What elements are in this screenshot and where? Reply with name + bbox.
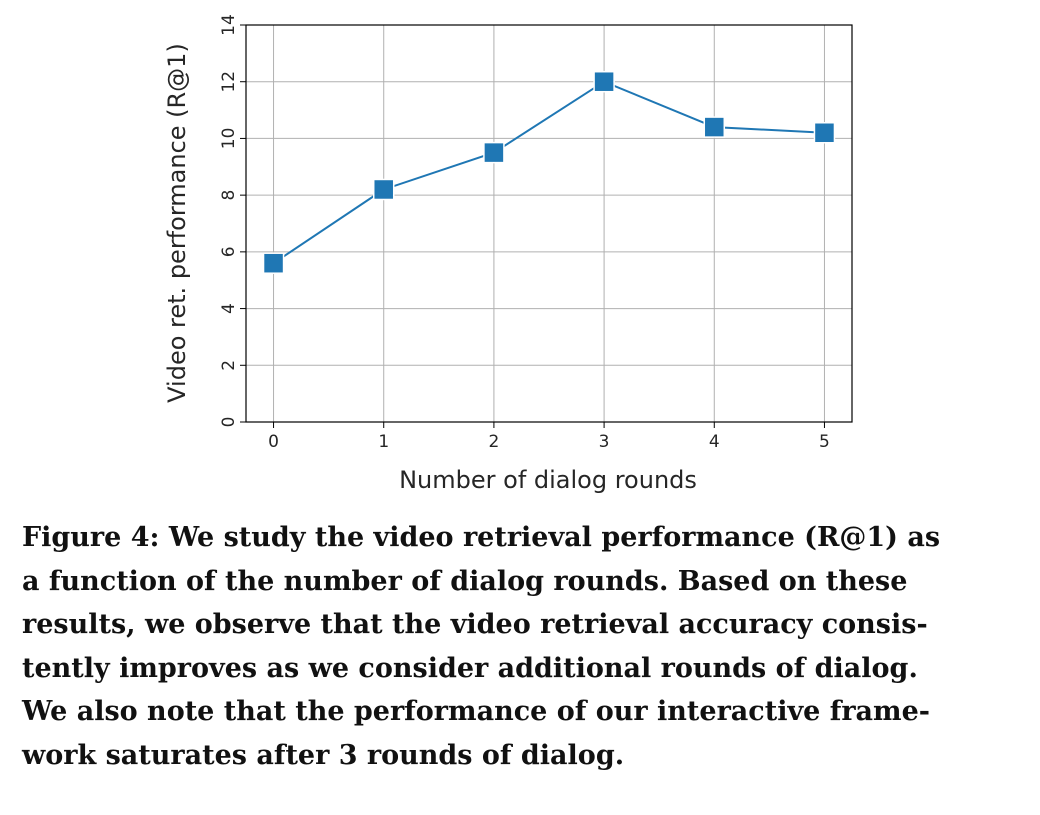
x-axis-label: Number of dialog rounds — [399, 466, 697, 494]
data-series — [262, 70, 836, 274]
data-point-marker — [483, 141, 505, 164]
y-tick-label: 12 — [219, 71, 239, 93]
data-point-marker — [703, 116, 726, 138]
x-tick-label: 2 — [488, 432, 499, 452]
y-tick-label: 14 — [219, 14, 239, 36]
x-tick-label: 1 — [378, 432, 389, 452]
y-tick-label: 0 — [219, 417, 239, 428]
data-point-marker — [593, 70, 615, 93]
y-tick-label: 8 — [219, 190, 239, 201]
x-tick-label: 5 — [819, 432, 830, 452]
x-tick-label: 0 — [268, 432, 279, 452]
series-line — [272, 80, 825, 265]
data-point-marker — [813, 122, 836, 144]
data-point-marker — [372, 178, 395, 201]
data-point-marker — [262, 252, 285, 274]
x-tick-label: 4 — [709, 432, 720, 452]
x-tick-label: 3 — [599, 432, 610, 452]
y-axis-label: Video ret. performance (R@1) — [163, 43, 191, 403]
y-tick-label: 2 — [219, 360, 239, 371]
y-tick-label: 4 — [219, 303, 239, 314]
figure-caption: Figure 4: We study the video retrieval p… — [22, 522, 941, 771]
grid-lines — [246, 24, 852, 423]
plot-frame — [245, 24, 853, 423]
y-tick-label: 6 — [219, 246, 239, 257]
y-tick-label: 10 — [219, 128, 239, 150]
